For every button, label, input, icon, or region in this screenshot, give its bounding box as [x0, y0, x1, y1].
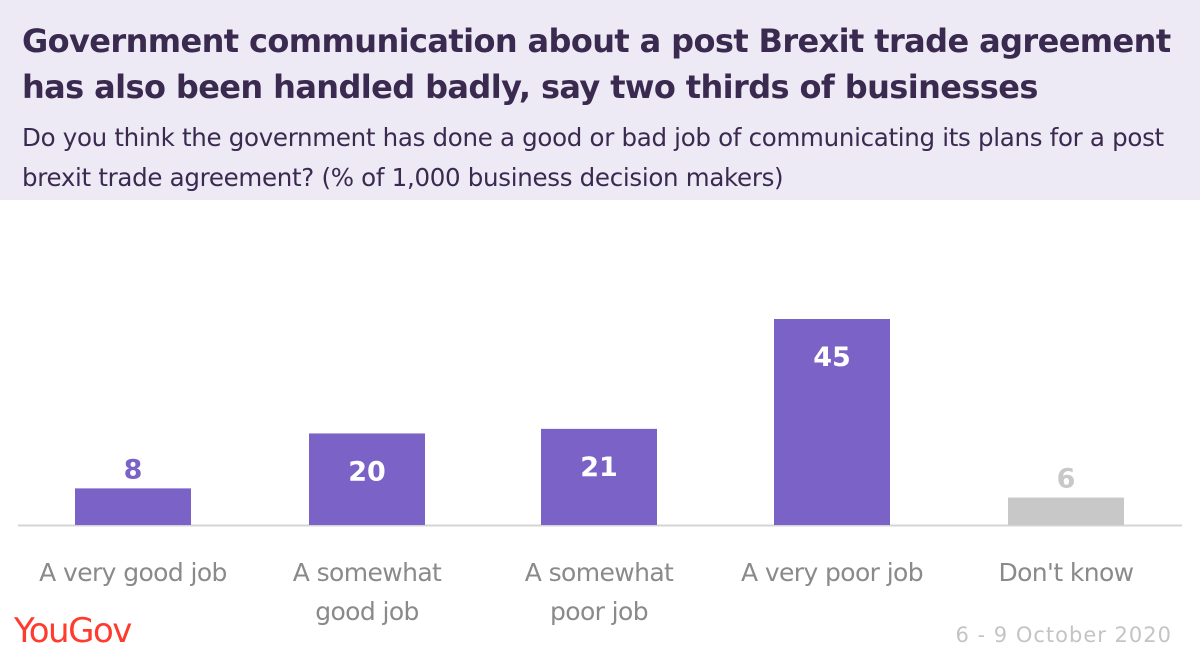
fieldwork-dates: 6 - 9 October 2020	[955, 623, 1172, 647]
chart-title: Government communication about a post Br…	[22, 22, 1171, 106]
category-label-3-0: A very poor job	[741, 558, 923, 587]
data-label-1: 20	[348, 456, 386, 487]
data-label-0: 8	[124, 454, 143, 485]
data-label-4: 6	[1057, 464, 1076, 495]
bar-1	[309, 433, 425, 525]
category-label-2-1: poor job	[550, 597, 648, 626]
data-label-3: 45	[813, 342, 851, 373]
chart-subtitle: Do you think the government has done a g…	[22, 123, 1164, 192]
category-label-0-0: A very good job	[39, 558, 227, 587]
yougov-logo: YouGov	[14, 611, 132, 651]
category-label-2-0: A somewhat	[525, 558, 674, 587]
category-label-1-1: good job	[315, 597, 419, 626]
bar-4	[1008, 497, 1124, 525]
bar-chart: 8 A very good job 20 A somewhat good job 21 A …	[18, 319, 1182, 626]
bar-0	[75, 488, 191, 525]
header-band: Government communication about a post Br…	[0, 0, 1200, 200]
data-label-2: 21	[580, 452, 618, 483]
category-label-4-0: Don't know	[998, 558, 1133, 587]
category-label-1-0: A somewhat	[293, 558, 442, 587]
bar-3	[774, 319, 890, 525]
bar-2	[541, 428, 657, 525]
